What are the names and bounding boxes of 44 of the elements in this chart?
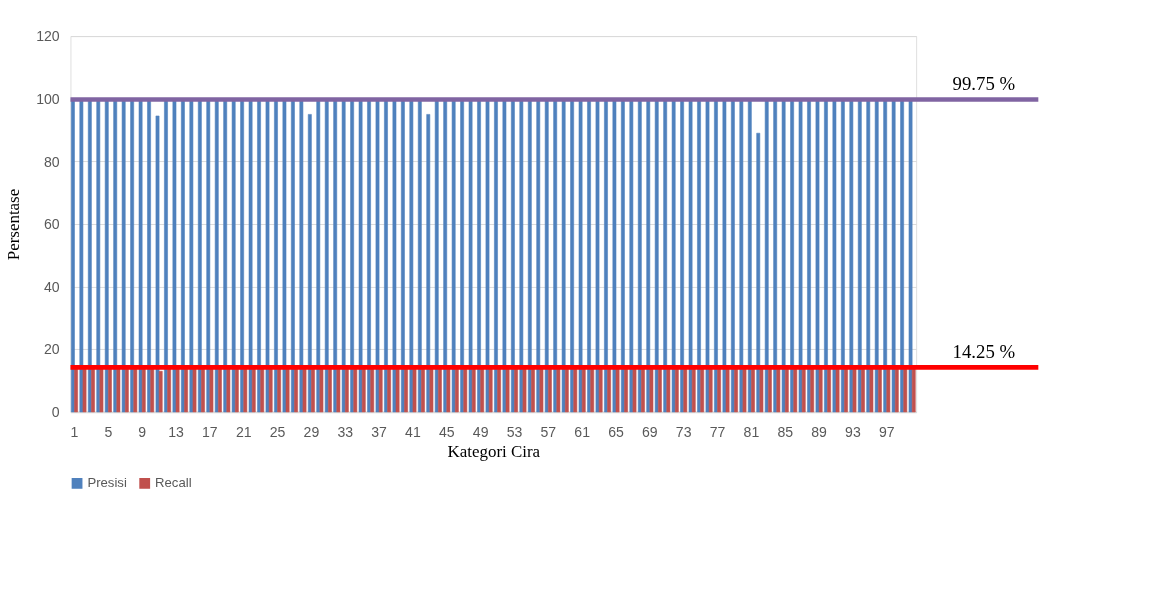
y-tick-label: 60 [44,216,60,233]
x-tick-label: 41 [405,423,421,440]
x-tick-label: 25 [269,423,286,440]
x-tick-label: 53 [506,423,523,440]
x-tick-label: 21 [235,423,252,440]
y-tick-label: 40 [44,278,60,295]
x-tick-label: 9 [138,423,147,440]
bar [307,114,312,413]
x-tick-label: 33 [337,423,354,440]
x-tick-label: 49 [472,423,489,440]
ref-line-label: 14.25 % [952,340,1016,362]
x-tick-label: 97 [878,423,895,440]
y-tick-label: 100 [36,90,60,107]
x-tick-label: 57 [540,423,557,440]
x-tick-label: 77 [709,423,726,440]
x-tick-label: 37 [371,423,388,440]
x-tick-label: 81 [743,423,760,440]
y-tick-label: 120 [36,28,60,45]
y-tick-label: 0 [51,404,60,421]
x-tick-label: 93 [845,423,861,440]
x-axis-title: Kategori Cira [447,441,541,461]
x-tick-label: 1 [70,423,79,440]
x-tick-label: 65 [608,423,624,440]
bar [158,370,163,413]
x-tick-label: 45 [438,423,455,440]
legend-label: Presisi [87,475,127,491]
x-tick-label: 13 [168,423,185,440]
x-tick-label: 69 [642,423,658,440]
y-axis-title: Persentase [4,188,24,261]
ref-line-label: 99.75 % [952,73,1016,95]
y-tick-label: 20 [44,341,60,358]
bar [426,114,431,413]
x-tick-label: 29 [303,423,320,440]
bar [155,115,160,413]
x-tick-label: 61 [574,423,591,440]
x-tick-label: 89 [811,423,828,440]
x-tick-label: 17 [202,423,218,440]
bar [429,367,434,413]
y-tick-label: 80 [44,153,60,170]
x-tick-label: 73 [675,423,692,440]
legend-label: Recall [155,475,192,491]
x-tick-label: 85 [777,423,794,440]
bar [756,132,761,413]
x-tick-label: 5 [104,423,113,440]
